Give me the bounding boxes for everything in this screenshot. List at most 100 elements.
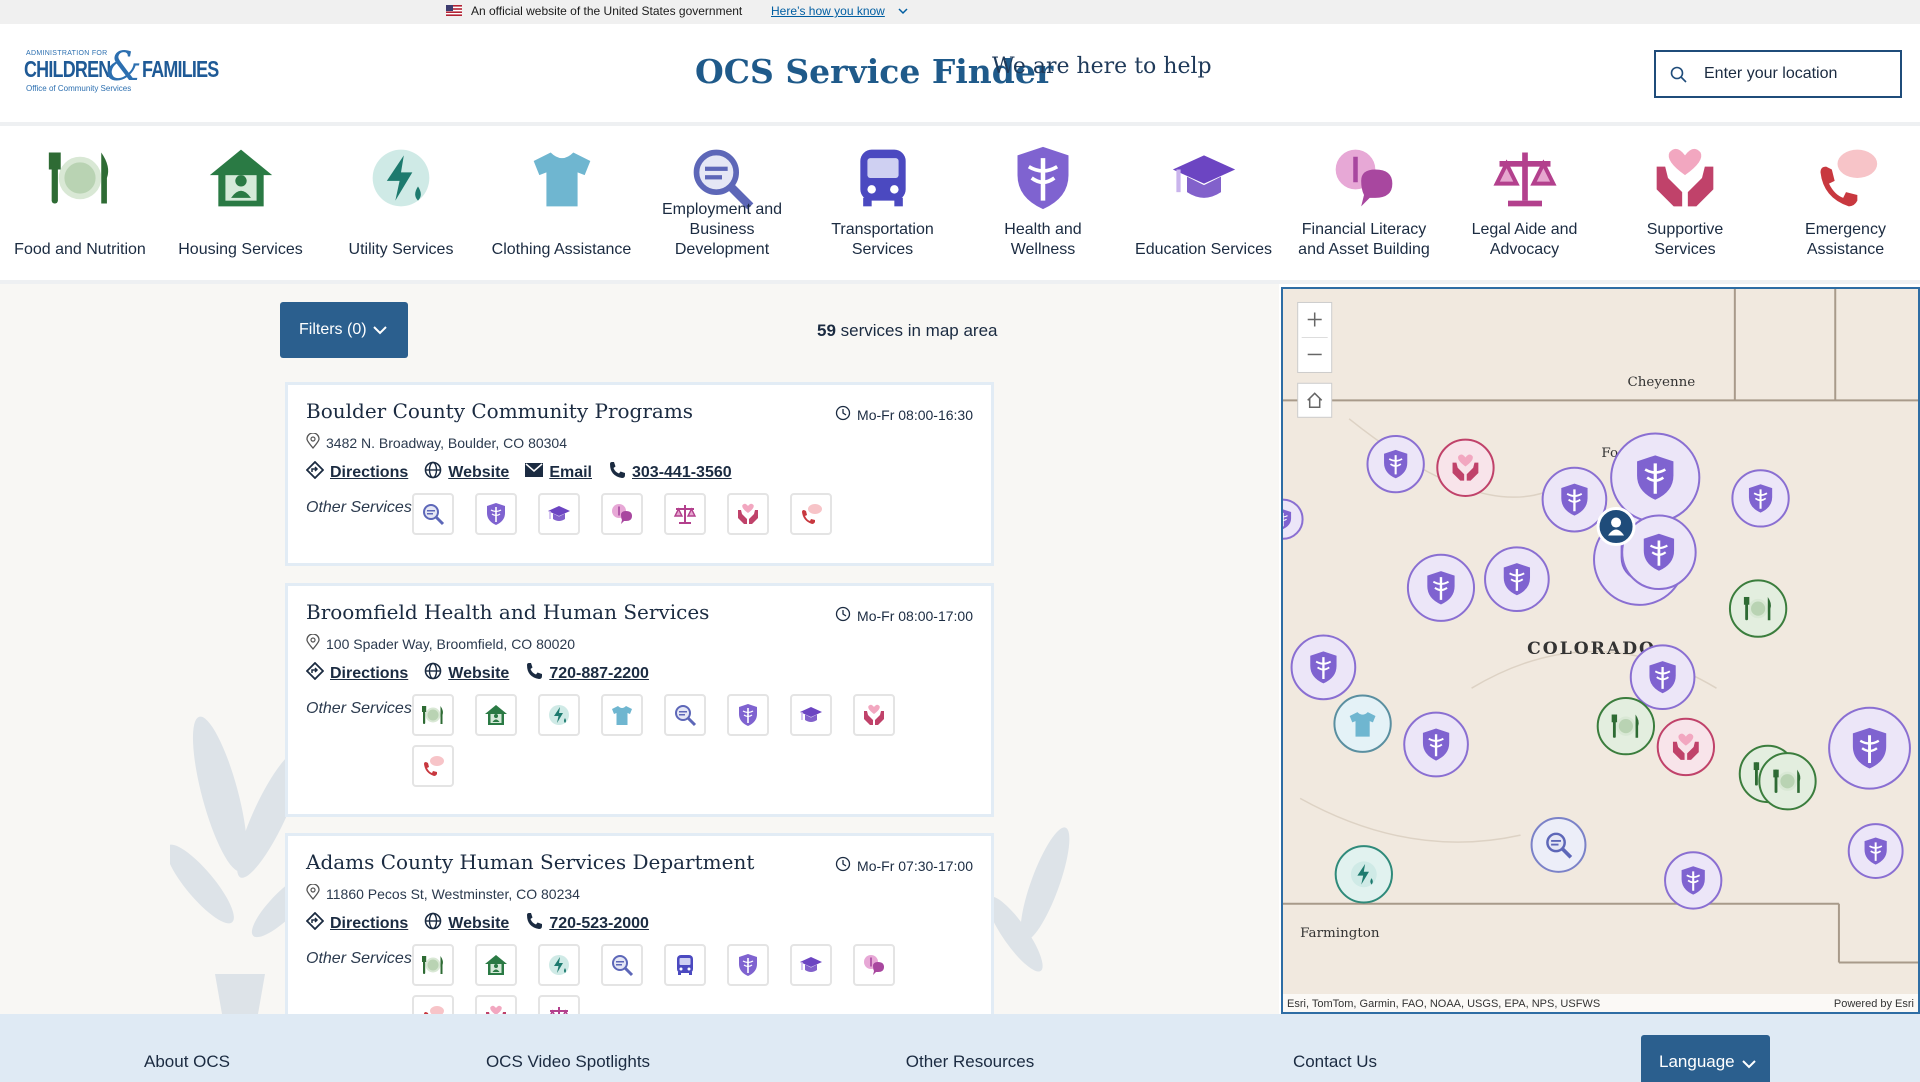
other-service-icon[interactable] — [412, 745, 454, 787]
other-service-icon[interactable] — [412, 694, 454, 736]
phone-link[interactable]: 303-441-3560 — [608, 461, 732, 484]
service-name[interactable]: Boulder County Community Programs — [306, 399, 694, 423]
footer-link[interactable]: OCS Video Spotlights — [485, 1052, 651, 1071]
directions-text[interactable]: Directions — [330, 914, 409, 932]
directions-link[interactable]: Directions — [305, 661, 409, 685]
other-service-icon[interactable] — [538, 694, 580, 736]
map-marker[interactable] — [1333, 694, 1392, 753]
other-service-icon[interactable] — [664, 694, 706, 736]
category-item[interactable]: Utility Services — [321, 126, 481, 280]
map-marker[interactable] — [1541, 466, 1608, 533]
category-item[interactable]: Employment and Business Development — [642, 126, 802, 280]
directions-link[interactable]: Directions — [305, 460, 409, 484]
map-marker[interactable] — [1847, 823, 1904, 879]
zoom-in — [1307, 312, 1322, 327]
email-text[interactable]: Email — [549, 463, 592, 481]
other-service-icon[interactable] — [664, 944, 706, 986]
other-service-icon[interactable] — [664, 493, 706, 535]
other-service-icon[interactable] — [475, 493, 517, 535]
other-service-icon[interactable] — [538, 944, 580, 986]
footer-link[interactable]: Contact Us — [1292, 1052, 1378, 1071]
category-item[interactable]: Transportation Services — [803, 126, 963, 280]
service-card[interactable]: Broomfield Health and Human Services Mo-F… — [285, 583, 994, 817]
other-service-icon[interactable] — [727, 493, 769, 535]
map-marker[interactable] — [1436, 438, 1495, 497]
other-service-icon[interactable] — [790, 493, 832, 535]
category-item[interactable]: Emergency Assistance — [1766, 126, 1920, 280]
phone-text[interactable]: 303-441-3560 — [632, 463, 732, 481]
language-button[interactable]: Language — [1641, 1035, 1770, 1082]
other-service-icon[interactable] — [853, 694, 895, 736]
directions-text[interactable]: Directions — [330, 664, 409, 682]
map-marker[interactable] — [1484, 546, 1550, 613]
other-service-icon[interactable] — [601, 694, 643, 736]
website-text[interactable]: Website — [448, 914, 510, 932]
category-item[interactable]: Clothing Assistance — [482, 126, 642, 280]
footer-link[interactable]: Other Resources — [905, 1052, 1035, 1071]
other-service-icon[interactable] — [853, 944, 895, 986]
banner-link[interactable]: Here’s how you know — [771, 4, 885, 18]
other-service-icon[interactable] — [601, 493, 643, 535]
website-link[interactable]: Website — [424, 912, 509, 935]
map-marker[interactable] — [1406, 553, 1476, 622]
phone-text[interactable]: 720-523-2000 — [549, 914, 649, 932]
map-marker[interactable] — [1530, 816, 1587, 873]
category-item[interactable]: Health and Wellness — [963, 126, 1123, 280]
service-links: Directions Website 720-523-2000 — [305, 911, 665, 935]
map-marker[interactable] — [1283, 498, 1304, 540]
category-item[interactable]: Education Services — [1124, 126, 1284, 280]
phone-link[interactable]: 720-523-2000 — [525, 912, 649, 935]
category-item[interactable]: Supportive Services — [1605, 126, 1765, 280]
phone-link[interactable]: 720-887-2200 — [525, 662, 649, 685]
directions-text[interactable]: Directions — [330, 463, 409, 481]
directions-link[interactable]: Directions — [305, 911, 409, 935]
service-icon — [1335, 149, 1393, 207]
other-service-icon[interactable] — [727, 944, 769, 986]
map-marker[interactable] — [1403, 711, 1469, 778]
other-service-icon[interactable] — [538, 493, 580, 535]
map-marker[interactable] — [1621, 514, 1697, 591]
other-service-icon[interactable] — [412, 944, 454, 986]
map-marker[interactable] — [1664, 851, 1723, 910]
map-marker[interactable] — [1728, 579, 1788, 638]
phone-text[interactable]: 720-887-2200 — [549, 664, 649, 682]
map-marker[interactable] — [1656, 717, 1716, 777]
map-marker[interactable] — [1290, 634, 1357, 701]
other-service-icon[interactable] — [412, 493, 454, 535]
email-link[interactable]: Email — [525, 463, 592, 482]
attribution: Esri, TomTom, Garmin, FAO, NOAA, USGS, E… — [1287, 998, 1600, 1010]
category-item[interactable]: Legal Aide and Advocacy — [1445, 126, 1605, 280]
service-card[interactable]: Boulder County Community Programs Mo-Fr 0… — [285, 382, 994, 566]
other-service-icon[interactable] — [475, 944, 517, 986]
map-marker[interactable] — [1731, 469, 1790, 528]
category-item[interactable]: Food and Nutrition — [0, 126, 160, 280]
other-service-icon[interactable] — [538, 995, 580, 1014]
website-text[interactable]: Website — [448, 463, 510, 481]
search-box[interactable]: Enter your location — [1654, 50, 1902, 98]
map-marker[interactable] — [1334, 845, 1393, 904]
other-service-icon[interactable] — [412, 995, 454, 1014]
other-service-icon[interactable] — [790, 944, 832, 986]
map-marker[interactable] — [1758, 752, 1817, 811]
service-name[interactable]: Broomfield Health and Human Services — [306, 600, 710, 624]
website-text[interactable]: Website — [448, 664, 510, 682]
website-link[interactable]: Website — [424, 662, 509, 685]
footer-link[interactable]: About OCS — [144, 1052, 230, 1071]
category-item[interactable]: Financial Literacy and Asset Building — [1284, 126, 1444, 280]
other-service-icon[interactable] — [790, 694, 832, 736]
other-service-icon[interactable] — [601, 944, 643, 986]
map-marker[interactable] — [1629, 644, 1696, 711]
other-service-icon[interactable] — [727, 694, 769, 736]
map[interactable]: Cheyenne COLORADO Farmington Fo Esri, TomTom… — [1281, 287, 1920, 1014]
map-marker[interactable] — [1610, 432, 1701, 523]
service-name[interactable]: Adams County Human Services Department — [306, 850, 755, 874]
filters-button[interactable]: Filters (0) — [280, 302, 408, 358]
category-item[interactable]: Housing Services — [161, 126, 321, 280]
map-marker[interactable] — [1596, 696, 1656, 756]
map-marker[interactable] — [1828, 706, 1911, 790]
map-marker[interactable] — [1366, 434, 1425, 494]
service-card[interactable]: Adams County Human Services Department Mo… — [285, 833, 994, 1014]
other-service-icon[interactable] — [475, 995, 517, 1014]
other-service-icon[interactable] — [475, 694, 517, 736]
website-link[interactable]: Website — [424, 461, 509, 484]
